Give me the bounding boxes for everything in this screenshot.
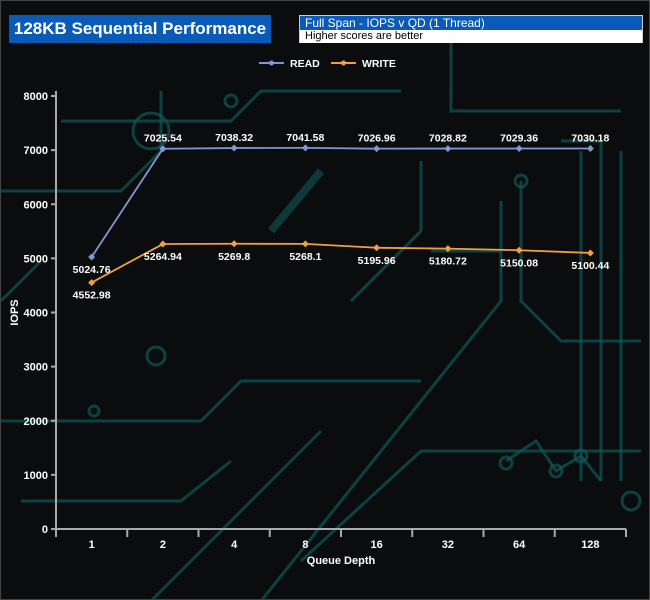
x-tick-label: 32 — [442, 539, 454, 551]
data-point — [373, 244, 381, 252]
chart-title: 128KB Sequential Performance — [9, 15, 271, 43]
circuit-pad — [223, 93, 239, 109]
y-tick-label: 6000 — [24, 199, 48, 211]
circuit-pad — [498, 455, 514, 471]
data-point — [515, 246, 523, 254]
data-label: 7038.32 — [215, 132, 253, 144]
data-point — [230, 240, 238, 248]
y-tick-label: 4000 — [24, 308, 48, 320]
data-point — [230, 144, 238, 152]
data-label: 5180.72 — [429, 256, 467, 268]
x-tick-label: 4 — [231, 539, 238, 551]
circuit-trace — [299, 449, 641, 563]
data-point — [444, 145, 452, 153]
circuit-trace — [349, 161, 423, 303]
series-line — [90, 146, 591, 258]
legend-marker — [269, 60, 274, 66]
y-axis-label: IOPS — [9, 299, 21, 325]
circuit-trace — [61, 89, 401, 123]
circuit-pad — [573, 448, 589, 464]
x-tick-label: 8 — [302, 539, 308, 551]
data-point — [159, 240, 167, 248]
circuit-trace — [150, 429, 323, 599]
circuit-pad — [548, 463, 564, 479]
subtitle-box: Full Span - IOPS v QD (1 Thread) Higher … — [299, 15, 643, 43]
data-label: 5269.8 — [218, 251, 250, 263]
series-line — [91, 242, 591, 284]
y-tick-label: 5000 — [24, 253, 48, 265]
series-write: 4552.98 5264.94 5269.8 5268.1 5195.96 5180.72… — [73, 240, 610, 302]
circuit-trace — [561, 139, 603, 481]
x-tick-label: 16 — [371, 539, 383, 551]
data-label: 7028.82 — [429, 133, 467, 145]
circuit-pad — [131, 111, 171, 151]
x-tick-label: 128 — [581, 539, 599, 551]
data-label: 7030.18 — [571, 132, 609, 144]
data-label: 5268.1 — [289, 251, 321, 263]
x-tick-label: 1 — [89, 539, 95, 551]
data-point — [159, 145, 167, 153]
legend-label: WRITE — [362, 58, 396, 70]
y-tick-label: 1000 — [24, 470, 48, 482]
circuit-trace — [1, 259, 43, 303]
data-label: 7041.58 — [286, 132, 324, 144]
data-point — [586, 144, 594, 152]
data-point — [586, 249, 594, 257]
data-point — [373, 145, 381, 153]
data-label: 7029.36 — [500, 133, 538, 145]
y-tick-label: 7000 — [24, 145, 48, 157]
data-point — [301, 144, 309, 152]
circuit-pad — [87, 404, 101, 418]
circuit-pad — [620, 490, 642, 512]
data-point — [88, 279, 96, 287]
legend-marker — [341, 60, 346, 66]
data-label: 5195.96 — [358, 255, 396, 267]
circuit-trace — [21, 459, 232, 503]
circuit-pad — [145, 345, 167, 367]
x-tick-label: 2 — [160, 539, 166, 551]
x-tick-label: 64 — [513, 539, 526, 551]
circuit-trace — [449, 41, 621, 113]
data-point — [88, 253, 96, 261]
y-tick-label: 3000 — [24, 362, 48, 374]
circuit-trace — [260, 201, 503, 599]
data-label: 5024.76 — [73, 264, 111, 276]
legend-label: READ — [290, 58, 320, 70]
data-label: 5264.94 — [144, 251, 182, 263]
circuit-trace — [267, 168, 325, 234]
y-tick-label: 2000 — [24, 416, 48, 428]
y-tick-label: 0 — [42, 524, 48, 536]
data-label: 7026.96 — [358, 133, 396, 145]
x-axis-label: Queue Depth — [307, 555, 376, 567]
series-read: 5024.76 7025.54 7038.32 7041.58 7026.96 7028.… — [73, 132, 610, 276]
data-point — [301, 240, 309, 248]
chart-note: Higher scores are better — [300, 30, 642, 43]
data-label: 7025.54 — [144, 133, 182, 145]
data-point — [444, 245, 452, 253]
circuit-trace — [505, 438, 603, 482]
data-point — [515, 145, 523, 153]
data-label: 5150.08 — [500, 257, 538, 269]
data-label: 4552.98 — [73, 290, 111, 302]
circuit-pad — [513, 173, 529, 189]
chart-subtitle: Full Span - IOPS v QD (1 Thread) — [300, 16, 642, 30]
y-tick-label: 8000 — [24, 91, 48, 103]
data-label: 5100.44 — [571, 260, 609, 272]
circuit-trace — [1, 379, 421, 423]
